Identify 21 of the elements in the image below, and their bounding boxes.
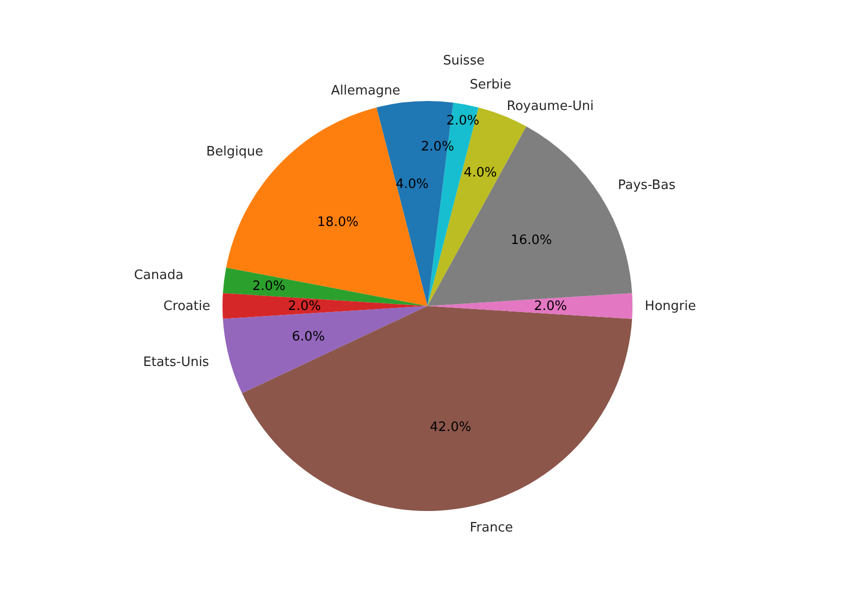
- slice-label: Canada: [134, 268, 184, 284]
- data-label: 42.0%: [430, 420, 472, 435]
- slice-label: Pays-Bas: [618, 178, 676, 194]
- data-label: 2.0%: [421, 139, 454, 154]
- data-label: 18.0%: [317, 214, 358, 230]
- slice-label: Royaume-Uni: [506, 98, 594, 114]
- data-label: 2.0%: [288, 299, 322, 314]
- slice-label: Allemagne: [331, 83, 400, 98]
- slice-label: Serbie: [470, 77, 512, 92]
- slice-label: Croatie: [163, 299, 210, 314]
- data-label: 2.0%: [252, 278, 286, 294]
- slice-label: Suisse: [442, 53, 485, 68]
- slice-label: Hongrie: [644, 299, 696, 314]
- slice-label: Belgique: [206, 144, 264, 160]
- data-label: 4.0%: [464, 166, 497, 181]
- data-label: 6.0%: [292, 330, 325, 345]
- slice-label: France: [470, 520, 513, 536]
- slice-label: Etats-Unis: [143, 355, 210, 370]
- data-label: 16.0%: [510, 233, 552, 248]
- data-label: 4.0%: [396, 176, 429, 192]
- data-label: 2.0%: [534, 299, 568, 314]
